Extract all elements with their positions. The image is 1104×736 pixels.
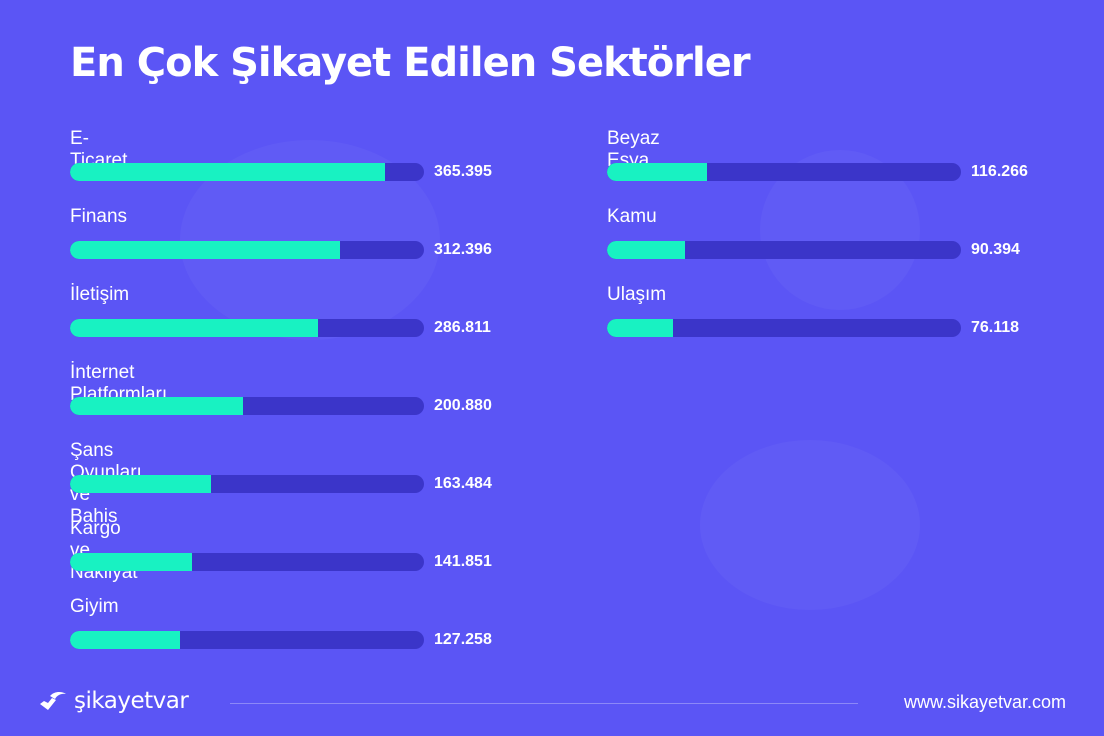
bar [70,397,243,415]
bar [70,163,385,181]
bar-track [70,241,424,259]
bar-value-label: 163.484 [434,475,492,492]
bar-track [607,319,961,337]
bar [70,475,211,493]
bar [70,319,318,337]
bar-value-label: 141.851 [434,553,492,570]
footer-divider [230,703,858,704]
bar-track [607,241,961,259]
bar-category-label: Kargo ve Nakliyat [70,518,138,583]
bar-value-label: 286.811 [434,319,491,336]
bar-category-label: Kamu [607,206,657,227]
bar [70,553,192,571]
bar-track [70,319,424,337]
website-url: www.sikayetvar.com [903,692,1066,712]
background-decoration [700,440,920,610]
bar-value-label: 365.395 [434,163,492,180]
bar [607,163,707,181]
bar [607,241,685,259]
bar-track [70,631,424,649]
bar-category-label: İletişim [70,284,130,305]
bar-track [70,397,424,415]
bar-value-label: 76.118 [971,319,1020,336]
logo-text: şikayetvar [74,688,189,714]
bar-category-label: Ulaşım [607,284,667,305]
bar [70,631,180,649]
bar-track [70,553,424,571]
sikayetvar-logo-icon [40,691,66,710]
bar-value-label: 116.266 [971,163,1028,180]
bar-value-label: 200.880 [434,397,492,414]
bar [607,319,673,337]
brand-logo: şikayetvar [38,688,189,714]
bar-track [607,163,961,181]
bar-category-label: Giyim [70,596,119,617]
bar-value-label: 90.394 [971,241,1020,258]
page-title: En Çok Şikayet Edilen Sektörler [70,40,751,86]
bar-category-label: Finans [70,206,128,227]
bar [70,241,340,259]
bar-track [70,475,424,493]
bar-track [70,163,424,181]
bar-value-label: 312.396 [434,241,492,258]
bar-value-label: 127.258 [434,631,492,648]
